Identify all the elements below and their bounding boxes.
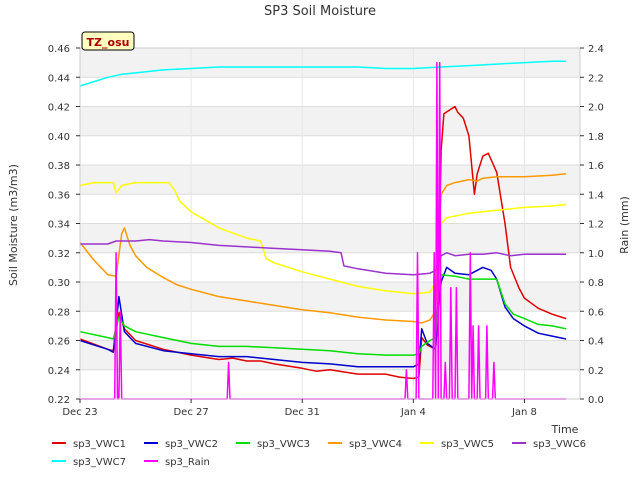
site-badge-label: TZ_osu [87,36,130,49]
y2-tick-label: 0.0 [588,395,604,406]
y2-tick-label: 0.6 [588,307,604,318]
y2-tick-label: 1.0 [588,249,604,260]
x-tick-label: Dec 27 [173,407,208,418]
y-tick-label: 0.32 [48,249,70,260]
legend-item: sp3_VWC1 [52,439,126,450]
series-line-sp3_VWC4 [79,173,567,324]
y-axis-ticks: 0.22 0.24 0.26 0.28 0.30 0.32 0.34 0.36 0.38 0.40… [48,44,80,406]
legend-label: sp3_VWC6 [533,439,586,450]
y-tick-label: 0.26 [48,337,70,348]
legend-item: sp3_VWC3 [236,439,310,450]
chart-title: SP3 Soil Moisture [264,4,376,19]
plot-band [80,340,580,370]
y2-tick-label: 2.2 [588,73,604,84]
series-line-sp3_VWC6 [80,238,567,276]
y2-tick-label: 0.4 [588,337,604,348]
series-line-sp3_VWC7 [79,60,567,87]
legend-item: sp3_VWC5 [420,439,494,450]
series-line-sp3_VWC5 [79,181,567,295]
y-tick-label: 0.38 [48,161,70,172]
y2-tick-label: 1.4 [588,190,604,201]
plot-band [80,165,580,195]
y2-tick-label: 1.6 [588,161,604,172]
y2-tick-label: 1.8 [588,132,604,143]
x-tick-label: Dec 23 [62,407,97,418]
y-tick-label: 0.44 [48,73,70,84]
x-tick-label: Jan 8 [511,407,537,418]
y2-axis-label: Rain (mm) [618,196,631,254]
y-tick-label: 0.30 [48,278,70,289]
y-axis-label: Soil Moisture (m3/m3) [7,164,20,286]
plot-band [80,106,580,136]
legend-label: sp3_Rain [165,457,210,468]
legend-item: sp3_VWC7 [52,457,126,468]
legend-label: sp3_VWC7 [73,457,126,468]
y-tick-label: 0.40 [48,132,70,143]
plot-band [80,282,580,312]
plot-band [80,48,580,78]
y-tick-label: 0.34 [48,220,70,231]
legend-item: sp3_Rain [144,457,210,468]
y-tick-label: 0.46 [48,44,70,55]
legend-label: sp3_VWC2 [165,439,218,450]
x-tick-label: Jan 4 [400,407,426,418]
legend-item: sp3_VWC4 [328,439,402,450]
x-axis-label: Time [551,423,579,436]
y-tick-label: 0.22 [48,395,70,406]
legend: sp3_VWC1 sp3_VWC2 sp3_VWC3 sp3_VWC4 sp3_VWC5… [52,439,586,468]
y-tick-label: 0.24 [48,366,70,377]
y2-tick-label: 0.2 [588,366,604,377]
y2-tick-label: 2.0 [588,103,604,114]
y2-tick-label: 0.8 [588,278,604,289]
site-badge: TZ_osu [81,31,135,51]
x-tick-label: Dec 31 [285,407,320,418]
legend-item: sp3_VWC2 [144,439,218,450]
legend-item: sp3_VWC6 [512,439,586,450]
x-axis-ticks: Dec 23 Dec 27 Dec 31 Jan 4 Jan 8 [62,399,537,418]
legend-label: sp3_VWC3 [257,439,310,450]
y-tick-label: 0.28 [48,307,70,318]
series-layer [79,60,567,400]
y2-tick-label: 2.4 [588,44,604,55]
legend-label: sp3_VWC4 [349,439,402,450]
y2-tick-label: 1.2 [588,220,604,231]
plot-bands [80,48,580,370]
y2-axis-ticks: 0.0 0.2 0.4 0.6 0.8 1.0 1.2 1.4 1.6 1.8 2.0 2.2 2.4 [580,44,604,406]
plot-band [80,223,580,253]
legend-label: sp3_VWC5 [441,439,494,450]
y-tick-label: 0.36 [48,190,70,201]
legend-label: sp3_VWC1 [73,439,126,450]
y-tick-label: 0.42 [48,103,70,114]
